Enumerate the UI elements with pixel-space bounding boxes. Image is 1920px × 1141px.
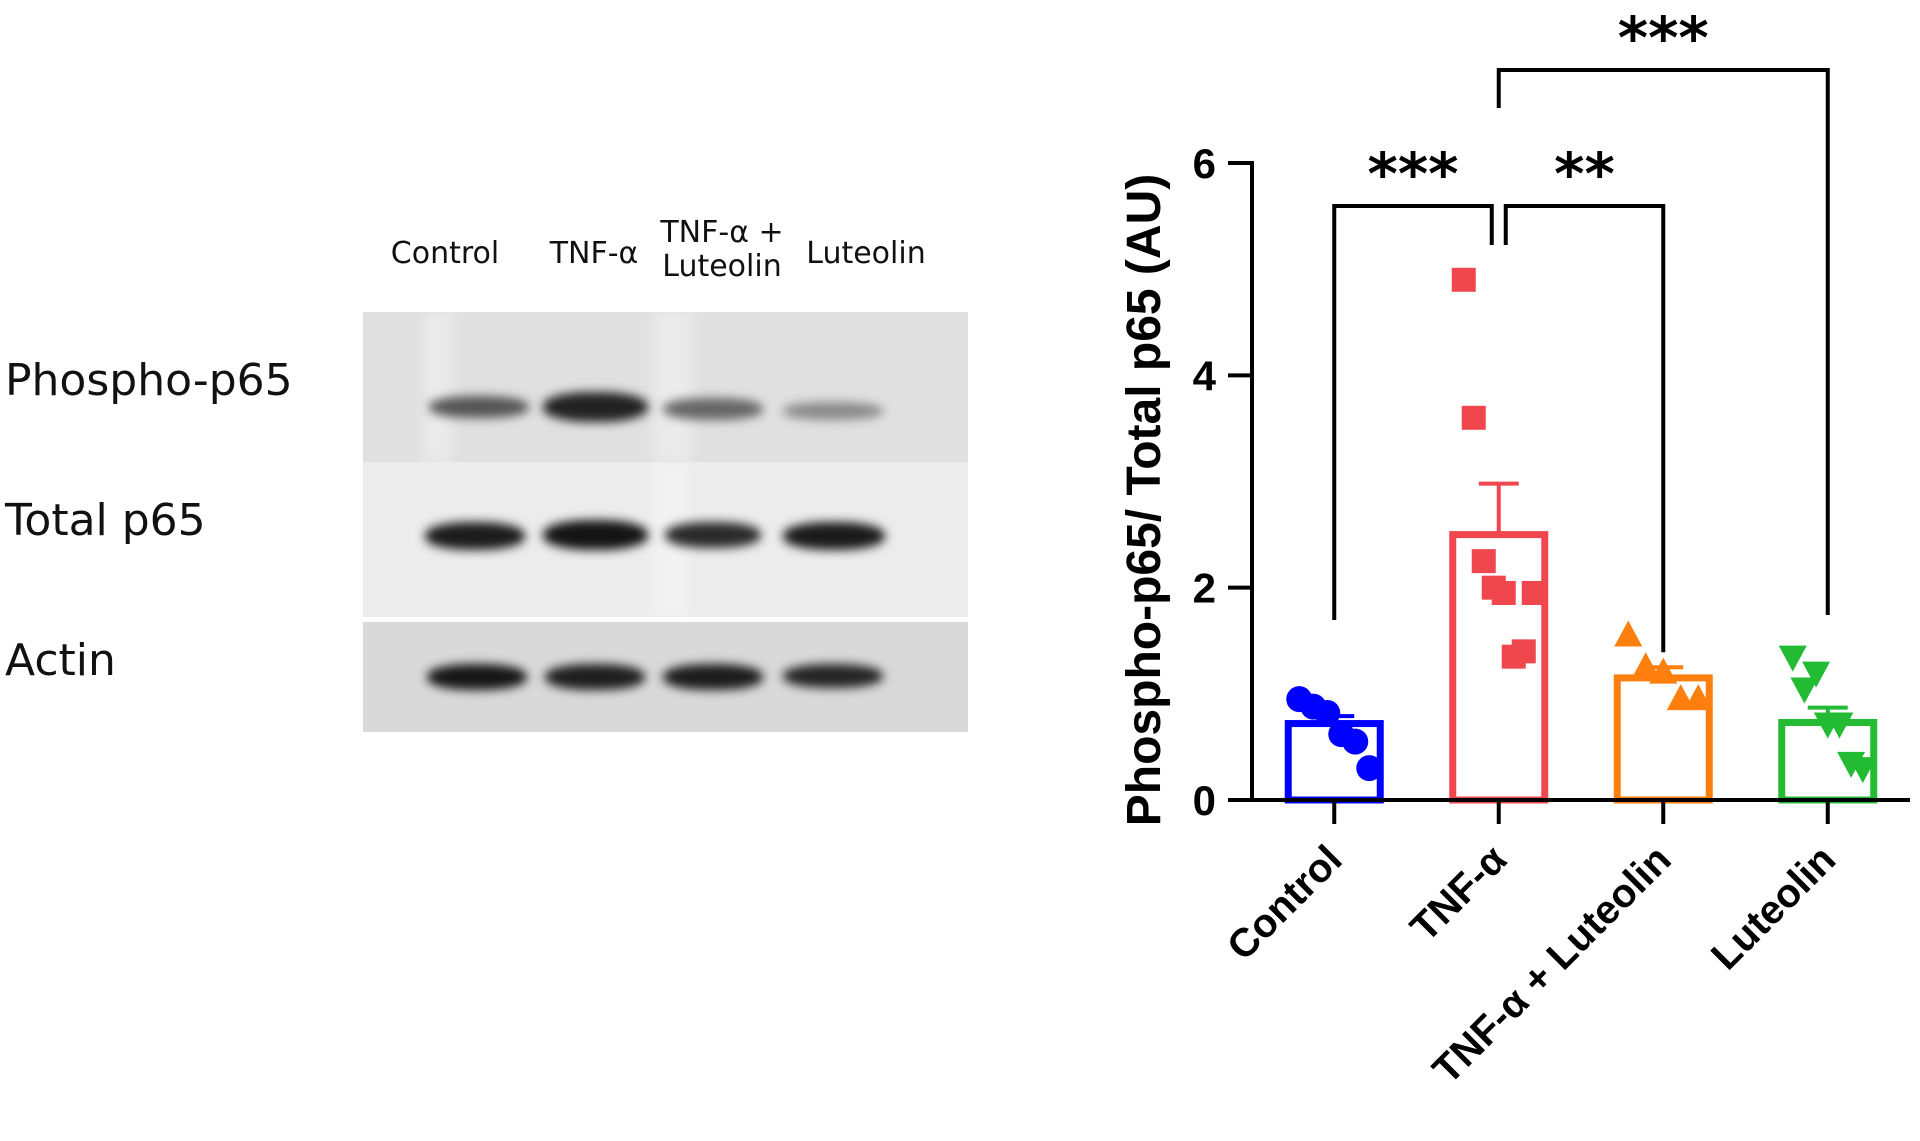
blot-strip-total-p65 [363, 462, 968, 617]
band-total-tnf-luteolin [665, 522, 761, 548]
data-point-2-0 [1614, 620, 1643, 647]
lane-label-luteolin: Luteolin [806, 236, 926, 271]
data-point-2-1 [1631, 652, 1660, 679]
lane-label-tnf-luteolin: TNF-α + Luteolin [660, 215, 784, 284]
data-point-3-1 [1790, 677, 1819, 704]
data-point-2-2 [1649, 657, 1678, 684]
x-tick-label-1: TNF-α [1402, 837, 1515, 950]
data-point-3-6 [1848, 757, 1877, 784]
band-actin-luteolin [783, 664, 883, 688]
data-point-0-5 [1356, 755, 1383, 782]
band-phospho-tnf-luteolin [663, 398, 763, 420]
y-axis-label: Phospho-p65/ Total p65 (AU) [1118, 174, 1171, 826]
band-phospho-control [429, 396, 529, 418]
significance-label-0: *** [1368, 140, 1459, 208]
bars-layer [1284, 481, 1878, 804]
significance-bracket-1 [1503, 204, 1666, 653]
data-point-3-2 [1802, 661, 1831, 688]
data-point-0-2 [1314, 699, 1341, 726]
bar-1 [1449, 531, 1549, 804]
data-point-1-0 [1451, 267, 1476, 292]
significance-label-1: ** [1554, 140, 1615, 208]
band-actin-tnf-luteolin [663, 664, 763, 690]
band-phospho-luteolin [783, 402, 883, 420]
band-total-tnf [543, 520, 648, 550]
data-point-1-1 [1461, 405, 1486, 430]
data-point-3-4 [1825, 712, 1854, 739]
data-point-1-7 [1521, 580, 1546, 605]
lane-label-control: Control [390, 236, 500, 271]
data-point-2-4 [1684, 684, 1713, 711]
row-label-actin: Actin [5, 635, 116, 686]
significance-bracket-2 [1496, 68, 1830, 615]
data-point-3-0 [1778, 645, 1807, 672]
row-label-total-p65: Total p65 [5, 495, 206, 546]
significance-bracket-0 [1332, 204, 1494, 620]
data-point-1-4 [1491, 580, 1516, 605]
y-tick-label-1: 2 [1193, 565, 1216, 612]
x-tick-label-0: Control [1219, 837, 1351, 969]
band-actin-tnf [545, 664, 645, 690]
band-phospho-tnf [543, 392, 648, 422]
western-blot-panel: Control TNF-α TNF-α + Luteolin Luteolin … [5, 215, 968, 732]
y-tick-label-2: 4 [1193, 352, 1217, 399]
lane-label-tnf: TNF-α [549, 236, 639, 271]
data-point-0-4 [1342, 728, 1369, 755]
blot-strip-actin [363, 622, 968, 732]
points-layer [1286, 267, 1877, 784]
data-point-1-2 [1471, 549, 1496, 574]
band-actin-control [427, 664, 527, 690]
annotations-layer: *** ***** [1332, 4, 1830, 653]
band-total-luteolin [783, 522, 885, 550]
band-total-control [425, 522, 525, 550]
data-point-1-6 [1511, 639, 1536, 664]
blot-strip-phospho-p65 [363, 312, 968, 462]
significance-label-2: *** [1618, 4, 1709, 72]
y-tick-label-3: 6 [1193, 140, 1216, 187]
row-label-phospho-p65: Phospho-p65 [5, 355, 293, 406]
y-tick-label-0: 0 [1193, 777, 1216, 824]
x-tick-label-3: Luteolin [1703, 837, 1844, 978]
